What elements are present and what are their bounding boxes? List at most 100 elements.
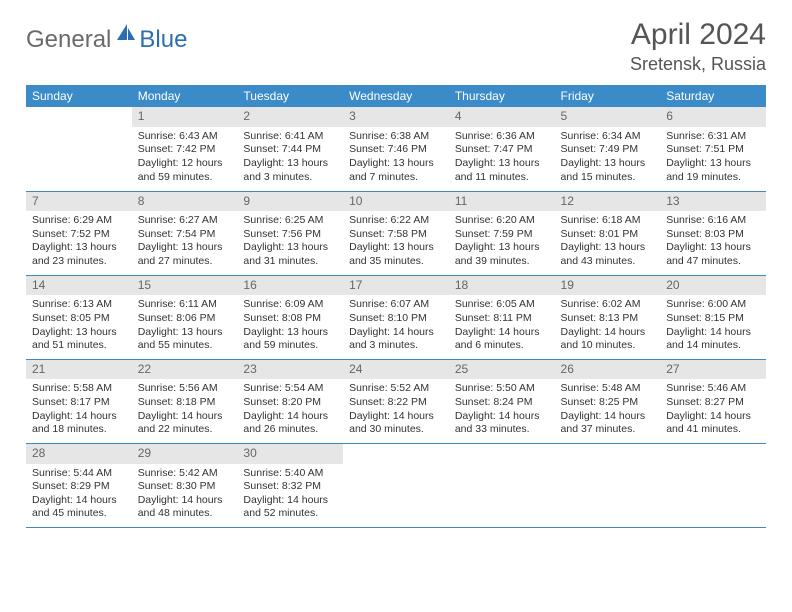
calendar-day-cell: 6Sunrise: 6:31 AMSunset: 7:51 PMDaylight… <box>660 107 766 191</box>
calendar-day-cell: 1Sunrise: 6:43 AMSunset: 7:42 PMDaylight… <box>132 107 238 191</box>
day-sunset: Sunset: 8:20 PM <box>243 396 337 410</box>
day-day2: and 23 minutes. <box>32 255 126 269</box>
day-number: 8 <box>132 192 238 212</box>
day-content: Sunrise: 6:36 AMSunset: 7:47 PMDaylight:… <box>449 127 555 191</box>
day-sunrise: Sunrise: 6:25 AM <box>243 214 337 228</box>
day-day2: and 45 minutes. <box>32 507 126 521</box>
calendar-day-cell: 18Sunrise: 6:05 AMSunset: 8:11 PMDayligh… <box>449 275 555 359</box>
day-day1: Daylight: 14 hours <box>666 326 760 340</box>
day-day2: and 6 minutes. <box>455 339 549 353</box>
sail-icon <box>115 22 137 47</box>
day-sunrise: Sunrise: 5:40 AM <box>243 467 337 481</box>
calendar-day-cell: 15Sunrise: 6:11 AMSunset: 8:06 PMDayligh… <box>132 275 238 359</box>
day-content: Sunrise: 6:38 AMSunset: 7:46 PMDaylight:… <box>343 127 449 191</box>
day-sunrise: Sunrise: 6:05 AM <box>455 298 549 312</box>
calendar-day-cell: 28Sunrise: 5:44 AMSunset: 8:29 PMDayligh… <box>26 443 132 527</box>
day-day1: Daylight: 14 hours <box>243 494 337 508</box>
calendar-day-cell: 23Sunrise: 5:54 AMSunset: 8:20 PMDayligh… <box>237 359 343 443</box>
day-day2: and 37 minutes. <box>561 423 655 437</box>
day-content: Sunrise: 5:50 AMSunset: 8:24 PMDaylight:… <box>449 379 555 443</box>
day-number: 30 <box>237 444 343 464</box>
day-day1: Daylight: 13 hours <box>666 157 760 171</box>
day-content: Sunrise: 6:43 AMSunset: 7:42 PMDaylight:… <box>132 127 238 191</box>
day-number: 7 <box>26 192 132 212</box>
day-number: 13 <box>660 192 766 212</box>
day-content: Sunrise: 5:46 AMSunset: 8:27 PMDaylight:… <box>660 379 766 443</box>
day-content: Sunrise: 5:48 AMSunset: 8:25 PMDaylight:… <box>555 379 661 443</box>
day-sunset: Sunset: 7:47 PM <box>455 143 549 157</box>
day-content: Sunrise: 6:13 AMSunset: 8:05 PMDaylight:… <box>26 295 132 359</box>
day-day1: Daylight: 13 hours <box>138 241 232 255</box>
calendar-week-row: 7Sunrise: 6:29 AMSunset: 7:52 PMDaylight… <box>26 191 766 275</box>
page-title: April 2024 <box>630 18 766 52</box>
day-day2: and 31 minutes. <box>243 255 337 269</box>
day-day1: Daylight: 13 hours <box>349 241 443 255</box>
calendar-day-cell: 3Sunrise: 6:38 AMSunset: 7:46 PMDaylight… <box>343 107 449 191</box>
day-sunrise: Sunrise: 5:46 AM <box>666 382 760 396</box>
day-day1: Daylight: 13 hours <box>455 157 549 171</box>
day-day1: Daylight: 14 hours <box>455 326 549 340</box>
day-content: Sunrise: 6:00 AMSunset: 8:15 PMDaylight:… <box>660 295 766 359</box>
day-sunset: Sunset: 7:59 PM <box>455 228 549 242</box>
day-sunrise: Sunrise: 6:18 AM <box>561 214 655 228</box>
calendar-week-row: 14Sunrise: 6:13 AMSunset: 8:05 PMDayligh… <box>26 275 766 359</box>
day-sunset: Sunset: 8:05 PM <box>32 312 126 326</box>
day-number: 3 <box>343 107 449 127</box>
day-sunrise: Sunrise: 5:42 AM <box>138 467 232 481</box>
day-number: 2 <box>237 107 343 127</box>
day-sunrise: Sunrise: 5:54 AM <box>243 382 337 396</box>
day-content: Sunrise: 6:05 AMSunset: 8:11 PMDaylight:… <box>449 295 555 359</box>
day-day2: and 52 minutes. <box>243 507 337 521</box>
day-sunset: Sunset: 8:22 PM <box>349 396 443 410</box>
day-sunset: Sunset: 8:06 PM <box>138 312 232 326</box>
day-sunset: Sunset: 7:51 PM <box>666 143 760 157</box>
day-sunrise: Sunrise: 6:16 AM <box>666 214 760 228</box>
day-sunset: Sunset: 7:46 PM <box>349 143 443 157</box>
day-number: 22 <box>132 360 238 380</box>
logo: General Blue <box>26 22 187 57</box>
location-label: Sretensk, Russia <box>630 54 766 75</box>
day-day2: and 11 minutes. <box>455 171 549 185</box>
calendar-day-cell: 26Sunrise: 5:48 AMSunset: 8:25 PMDayligh… <box>555 359 661 443</box>
day-content: Sunrise: 6:29 AMSunset: 7:52 PMDaylight:… <box>26 211 132 275</box>
day-day1: Daylight: 13 hours <box>243 157 337 171</box>
day-content: Sunrise: 6:31 AMSunset: 7:51 PMDaylight:… <box>660 127 766 191</box>
day-sunrise: Sunrise: 6:38 AM <box>349 130 443 144</box>
day-day1: Daylight: 13 hours <box>455 241 549 255</box>
calendar-day-cell: 30Sunrise: 5:40 AMSunset: 8:32 PMDayligh… <box>237 443 343 527</box>
day-number: 21 <box>26 360 132 380</box>
day-number: 23 <box>237 360 343 380</box>
weekday-header: Friday <box>555 85 661 107</box>
day-day1: Daylight: 13 hours <box>32 241 126 255</box>
day-day1: Daylight: 14 hours <box>561 410 655 424</box>
day-sunrise: Sunrise: 6:09 AM <box>243 298 337 312</box>
day-day1: Daylight: 14 hours <box>32 494 126 508</box>
day-day2: and 22 minutes. <box>138 423 232 437</box>
weekday-header-row: Sunday Monday Tuesday Wednesday Thursday… <box>26 85 766 107</box>
day-sunset: Sunset: 8:10 PM <box>349 312 443 326</box>
day-day1: Daylight: 13 hours <box>243 326 337 340</box>
day-content: Sunrise: 5:52 AMSunset: 8:22 PMDaylight:… <box>343 379 449 443</box>
day-number: 24 <box>343 360 449 380</box>
day-day1: Daylight: 14 hours <box>32 410 126 424</box>
day-number: 17 <box>343 276 449 296</box>
calendar-day-cell: 19Sunrise: 6:02 AMSunset: 8:13 PMDayligh… <box>555 275 661 359</box>
calendar-day-cell: 16Sunrise: 6:09 AMSunset: 8:08 PMDayligh… <box>237 275 343 359</box>
day-number: 12 <box>555 192 661 212</box>
day-content: Sunrise: 5:44 AMSunset: 8:29 PMDaylight:… <box>26 464 132 528</box>
day-sunset: Sunset: 7:42 PM <box>138 143 232 157</box>
day-sunset: Sunset: 7:49 PM <box>561 143 655 157</box>
calendar-day-cell: 22Sunrise: 5:56 AMSunset: 8:18 PMDayligh… <box>132 359 238 443</box>
day-day2: and 47 minutes. <box>666 255 760 269</box>
day-day2: and 55 minutes. <box>138 339 232 353</box>
day-number: 6 <box>660 107 766 127</box>
day-sunrise: Sunrise: 6:20 AM <box>455 214 549 228</box>
day-number: 11 <box>449 192 555 212</box>
day-sunset: Sunset: 7:56 PM <box>243 228 337 242</box>
day-content: Sunrise: 6:34 AMSunset: 7:49 PMDaylight:… <box>555 127 661 191</box>
day-sunset: Sunset: 8:01 PM <box>561 228 655 242</box>
day-day2: and 18 minutes. <box>32 423 126 437</box>
day-content: Sunrise: 5:40 AMSunset: 8:32 PMDaylight:… <box>237 464 343 528</box>
day-number: 27 <box>660 360 766 380</box>
day-content: Sunrise: 6:16 AMSunset: 8:03 PMDaylight:… <box>660 211 766 275</box>
